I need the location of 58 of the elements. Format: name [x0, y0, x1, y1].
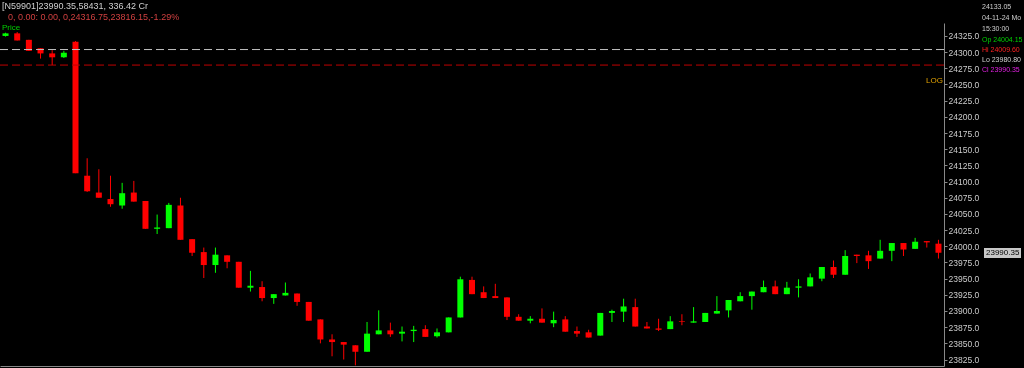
- y-tick-label: 23975.0: [948, 257, 980, 268]
- candlestick: [503, 296, 510, 321]
- candlestick: [608, 309, 615, 323]
- candlestick: [119, 182, 126, 210]
- y-tick-label: 24225.0: [948, 96, 980, 107]
- candlestick: [352, 344, 359, 366]
- text: 0, 0.00: 0.00, 0,24316.75,23816.15,-1.29%: [8, 12, 180, 22]
- candlestick: [247, 270, 254, 293]
- candlestick: [329, 333, 336, 357]
- candlestick: [935, 239, 942, 260]
- candlestick: [783, 281, 790, 295]
- candlestick: [130, 180, 137, 203]
- candlestick: [888, 242, 895, 262]
- candlestick: [212, 247, 219, 274]
- y-tick-label: 24000.0: [948, 241, 980, 252]
- candlestick: [620, 298, 627, 323]
- candlestick: [399, 326, 406, 342]
- candlestick: [84, 157, 91, 193]
- candlestick: [713, 295, 720, 315]
- candlestick: [865, 250, 872, 270]
- candlestick: [434, 327, 441, 339]
- candlestick: [95, 168, 102, 199]
- candlestick: [224, 254, 231, 269]
- y-tick-label: 24200.0: [948, 112, 980, 123]
- candlestick: [877, 239, 884, 260]
- y-tick-label: 24100.0: [948, 177, 980, 188]
- y-tick-label: 24025.0: [948, 225, 980, 236]
- candlestick: [317, 318, 324, 344]
- annotation: LOG: [926, 76, 943, 86]
- y-tick-label: 24150.0: [948, 144, 980, 155]
- candlestick: [200, 247, 207, 279]
- candlestick: [632, 298, 639, 328]
- y-tick-label: 24125.0: [948, 160, 980, 171]
- y-tick-label: 23950.0: [948, 274, 980, 285]
- y-tick-label: 24300.0: [948, 47, 980, 58]
- candlestick: [165, 202, 172, 229]
- candlestick: [678, 313, 685, 326]
- y-tick-label: 24075.0: [948, 193, 980, 204]
- y-tick-label: 24275.0: [948, 63, 980, 74]
- y-tick-label: 24050.0: [948, 209, 980, 220]
- y-tick-label: 23875.0: [948, 322, 980, 333]
- y-tick-label: 23825.0: [948, 355, 980, 366]
- candlestick: [364, 321, 371, 353]
- candlestick: [107, 175, 114, 208]
- y-tick-label: 23900.0: [948, 306, 980, 317]
- text: 23990.35: [984, 248, 1022, 258]
- candlestick: [842, 249, 849, 276]
- y-tick-label: 24250.0: [948, 79, 980, 90]
- y-tick-label: 23850.0: [948, 338, 980, 349]
- annotation: Price: [2, 23, 21, 33]
- text: [N59901]23990.35,58431, 336.42 Cr: [2, 1, 149, 11]
- y-tick-label: 23925.0: [948, 290, 980, 301]
- y-tick-label: 24175.0: [948, 128, 980, 139]
- y-tick-label: 24325.0: [948, 31, 980, 42]
- candlestick: [795, 278, 802, 298]
- candlestick: [538, 307, 545, 324]
- candlestick: [573, 326, 580, 338]
- candlestick: [259, 280, 266, 302]
